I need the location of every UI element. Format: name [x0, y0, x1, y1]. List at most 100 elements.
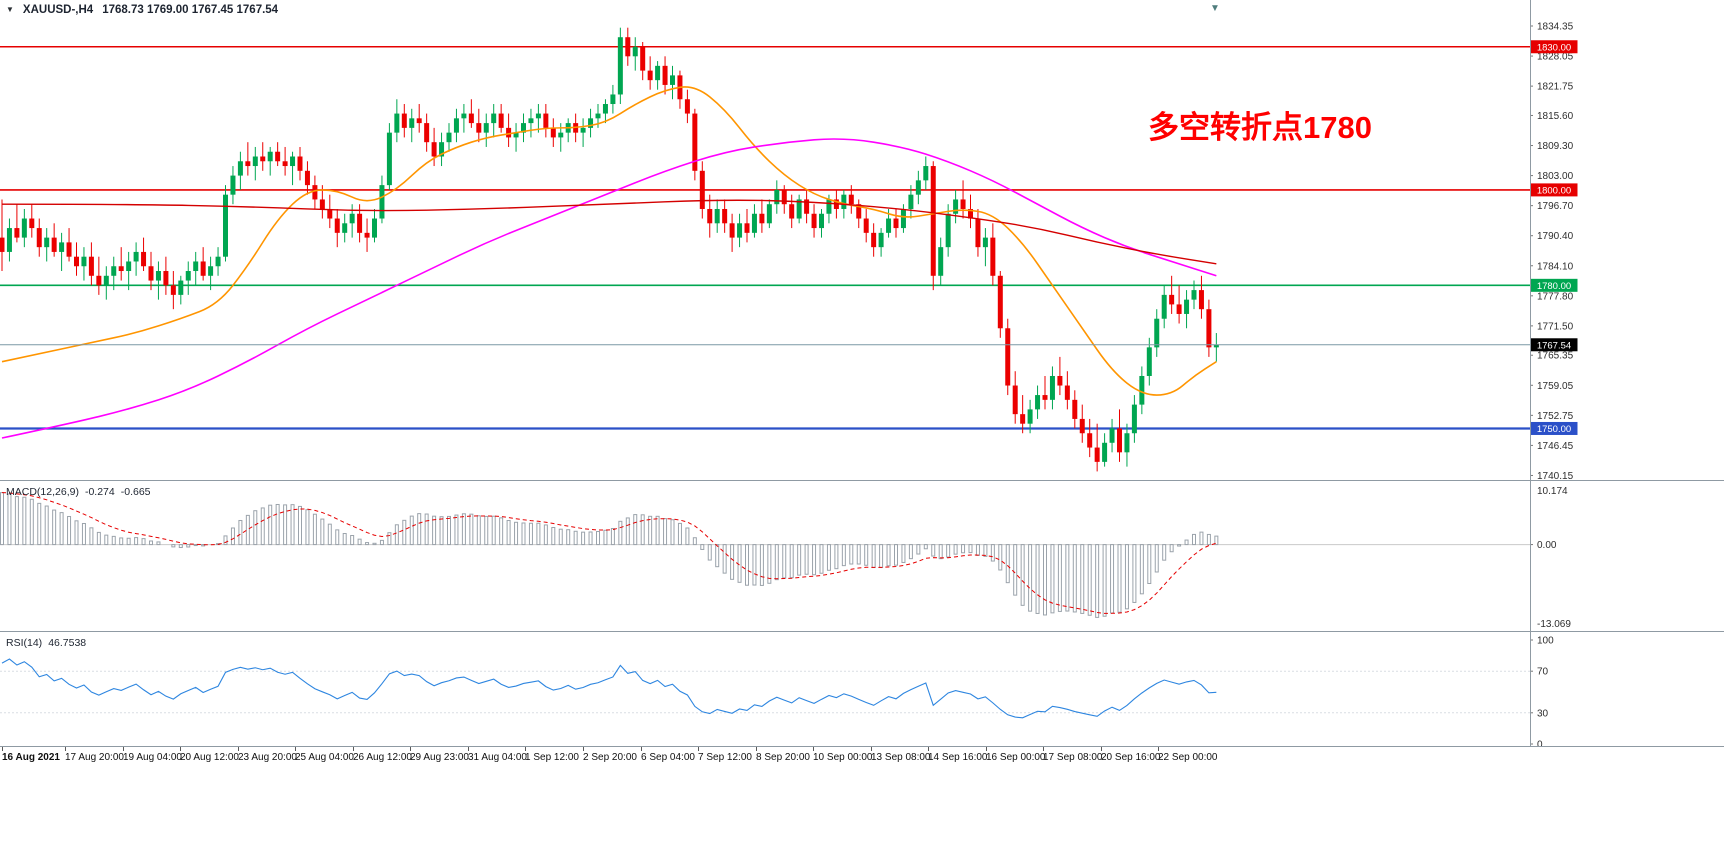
svg-text:1750.00: 1750.00 — [1537, 424, 1571, 435]
collapse-icon[interactable]: ▼ — [6, 5, 14, 14]
svg-text:1809.30: 1809.30 — [1537, 141, 1574, 152]
time-tick — [813, 747, 814, 751]
symbol-timeframe-label: XAUUSD-,H4 — [22, 4, 94, 16]
time-tick — [353, 747, 354, 751]
svg-text:1746.45: 1746.45 — [1537, 441, 1574, 452]
ma-mid-line — [1, 138, 1217, 439]
chart-shift-marker-icon[interactable]: ▼ — [1210, 3, 1220, 14]
rsi-panel-canvas[interactable]: 100 70 30 0 — [0, 632, 1724, 746]
time-label: 19 Aug 04:00 — [123, 752, 182, 763]
panel-separator[interactable] — [0, 631, 1724, 632]
time-label: 17 Aug 20:00 — [65, 752, 124, 763]
svg-text:10.174: 10.174 — [1537, 486, 1568, 497]
time-label: 2 Sep 20:00 — [583, 752, 637, 763]
svg-text:1780.00: 1780.00 — [1537, 281, 1571, 292]
time-label: 29 Aug 23:00 — [410, 752, 469, 763]
time-tick — [928, 747, 929, 751]
time-label: 1 Sep 12:00 — [525, 752, 579, 763]
svg-text:1796.70: 1796.70 — [1537, 201, 1574, 212]
time-label: 22 Sep 00:00 — [1158, 752, 1218, 763]
time-label: 6 Sep 04:00 — [641, 752, 695, 763]
svg-text:1815.60: 1815.60 — [1537, 111, 1574, 122]
price-tag-1800.00: 1800.00 — [1530, 183, 1578, 197]
svg-text:1759.05: 1759.05 — [1537, 381, 1574, 392]
panel-separator[interactable] — [0, 480, 1724, 481]
svg-text:1821.75: 1821.75 — [1537, 82, 1574, 93]
time-label: 26 Aug 12:00 — [353, 752, 412, 763]
rsi-value: 46.7538 — [48, 637, 87, 649]
time-tick — [410, 747, 411, 751]
ohlc-values-label: 1768.73 1769.00 1767.45 1767.54 — [102, 4, 279, 16]
price-tag-1750.00: 1750.00 — [1530, 421, 1578, 435]
svg-text:0: 0 — [1537, 740, 1543, 747]
macd-panel-canvas[interactable]: 10.174 0.00 -13.069 — [0, 481, 1724, 631]
time-label: 20 Aug 12:00 — [180, 752, 239, 763]
price-tag-1780.00: 1780.00 — [1530, 278, 1578, 292]
time-tick — [65, 747, 66, 751]
time-label: 10 Sep 00:00 — [813, 752, 873, 763]
time-label: 31 Aug 04:00 — [468, 752, 527, 763]
time-axis[interactable]: 16 Aug 2021 17 Aug 20:00 19 Aug 04:00 20 Au… — [0, 747, 1724, 842]
svg-text:1830.00: 1830.00 — [1537, 42, 1571, 53]
time-label: 7 Sep 12:00 — [698, 752, 752, 763]
rsi-indicator-label: RSI(14) 46.7538 — [6, 637, 86, 649]
svg-text:0.00: 0.00 — [1537, 540, 1557, 551]
time-tick — [871, 747, 872, 751]
svg-text:1784.10: 1784.10 — [1537, 261, 1574, 272]
time-tick — [468, 747, 469, 751]
time-label: 17 Sep 08:00 — [1043, 752, 1103, 763]
svg-text:1771.50: 1771.50 — [1537, 321, 1574, 332]
svg-text:1752.75: 1752.75 — [1537, 411, 1574, 422]
svg-text:70: 70 — [1537, 667, 1549, 678]
time-tick — [698, 747, 699, 751]
price-tag-1830.00: 1830.00 — [1530, 40, 1578, 54]
svg-text:1740.15: 1740.15 — [1537, 471, 1574, 480]
time-tick — [238, 747, 239, 751]
macd-indicator-label: MACD(12,26,9) -0.274 -0.665 — [6, 486, 151, 498]
time-tick — [525, 747, 526, 751]
price-tag-1767.54: 1767.54 — [1530, 338, 1578, 352]
rsi-name: RSI(14) — [6, 637, 43, 649]
price-axis-labels[interactable]: 1834.35 1828.05 1821.75 1815.60 1809.30 1803.… — [1530, 22, 1574, 480]
time-label: 8 Sep 20:00 — [756, 752, 810, 763]
ma-slow-line — [1, 199, 1217, 265]
time-label: 14 Sep 16:00 — [928, 752, 988, 763]
price-chart-canvas[interactable]: 1834.35 1828.05 1821.75 1815.60 1809.30 1803.… — [0, 0, 1724, 480]
macd-main-value: -0.274 — [84, 486, 115, 498]
svg-text:1800.00: 1800.00 — [1537, 185, 1571, 196]
panel-separator — [0, 746, 1724, 747]
text-annotation[interactable]: 多空转折点1780 — [1148, 110, 1372, 145]
time-tick — [2, 747, 3, 751]
time-label: 16 Aug 2021 — [2, 752, 60, 763]
macd-signal-value: -0.665 — [120, 486, 151, 498]
time-label: 25 Aug 04:00 — [295, 752, 354, 763]
time-tick — [180, 747, 181, 751]
time-label: 20 Sep 16:00 — [1101, 752, 1161, 763]
time-tick — [986, 747, 987, 751]
svg-text:-13.069: -13.069 — [1537, 619, 1571, 630]
time-tick — [1043, 747, 1044, 751]
svg-text:1834.35: 1834.35 — [1537, 22, 1574, 33]
time-label: 13 Sep 08:00 — [871, 752, 931, 763]
time-tick — [641, 747, 642, 751]
svg-text:1803.00: 1803.00 — [1537, 171, 1574, 182]
candles-group — [0, 27, 1219, 472]
chart-title-bar: ▼ XAUUSD-,H4 1768.73 1769.00 1767.45 176… — [6, 4, 278, 16]
svg-text:1828.05: 1828.05 — [1537, 52, 1574, 63]
svg-text:1790.40: 1790.40 — [1537, 231, 1574, 242]
time-label: 23 Aug 20:00 — [238, 752, 297, 763]
time-tick — [123, 747, 124, 751]
time-tick — [756, 747, 757, 751]
macd-signal-line — [1, 492, 1217, 614]
time-tick — [1101, 747, 1102, 751]
ma-fast-line — [1, 86, 1217, 396]
price-axis-border — [1530, 0, 1531, 746]
time-tick — [583, 747, 584, 751]
time-label: 16 Sep 00:00 — [986, 752, 1046, 763]
rsi-line — [1, 658, 1217, 719]
svg-text:30: 30 — [1537, 708, 1549, 719]
svg-text:1767.54: 1767.54 — [1537, 340, 1571, 351]
svg-text:1765.35: 1765.35 — [1537, 351, 1574, 362]
macd-histogram — [0, 492, 1219, 618]
